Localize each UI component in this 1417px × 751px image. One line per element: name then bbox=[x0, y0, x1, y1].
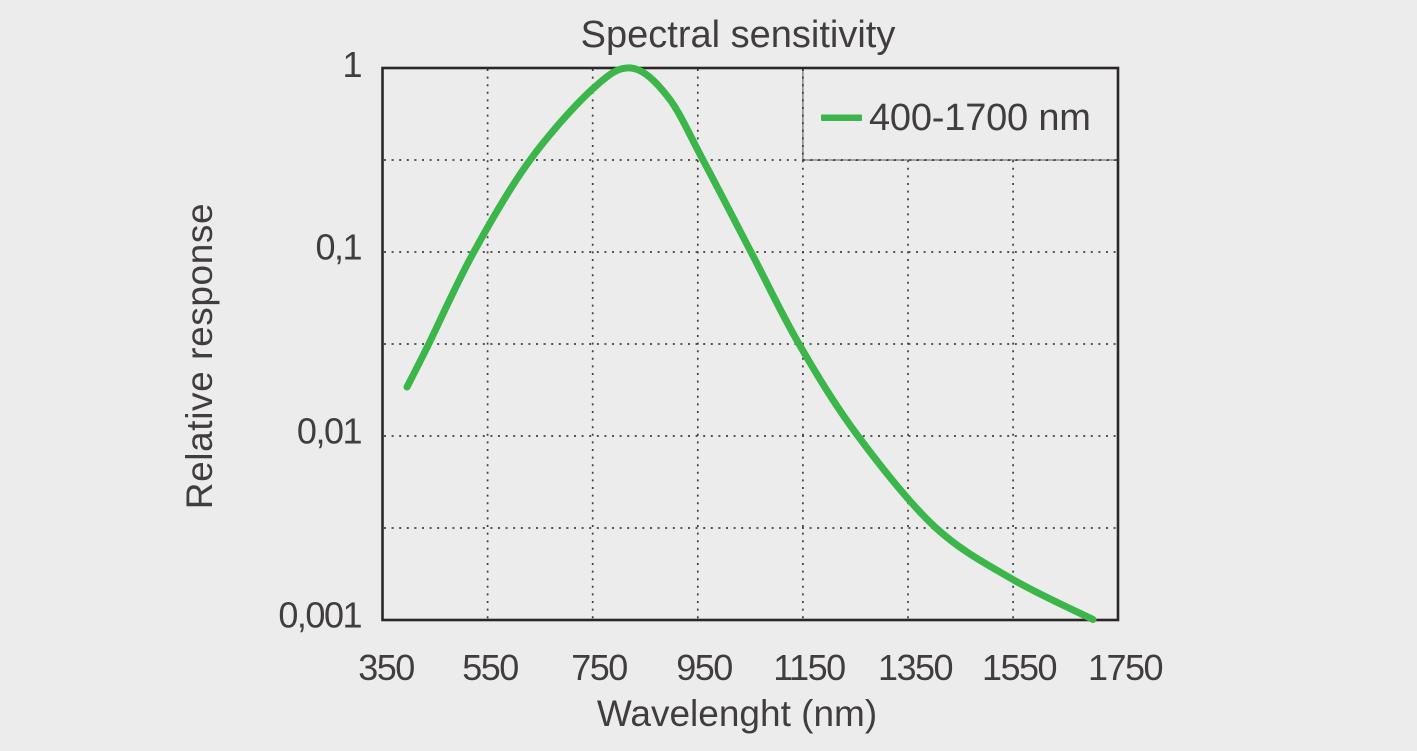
svg-text:0,001: 0,001 bbox=[278, 595, 361, 636]
svg-text:Spectral sensitivity: Spectral sensitivity bbox=[581, 14, 896, 56]
svg-text:0,1: 0,1 bbox=[315, 227, 361, 268]
svg-text:1550: 1550 bbox=[982, 647, 1057, 688]
svg-text:350: 350 bbox=[358, 647, 414, 688]
svg-text:1750: 1750 bbox=[1088, 647, 1163, 688]
svg-text:950: 950 bbox=[676, 647, 732, 688]
svg-text:1: 1 bbox=[342, 44, 361, 85]
svg-text:0,01: 0,01 bbox=[297, 411, 362, 452]
svg-text:550: 550 bbox=[462, 647, 518, 688]
svg-text:1150: 1150 bbox=[773, 647, 845, 688]
svg-text:400-1700 nm: 400-1700 nm bbox=[869, 97, 1091, 139]
svg-text:1350: 1350 bbox=[878, 647, 953, 688]
svg-text:Wavelenght (nm): Wavelenght (nm) bbox=[597, 693, 877, 734]
svg-text:750: 750 bbox=[571, 647, 627, 688]
svg-text:Relative response: Relative response bbox=[179, 203, 220, 509]
